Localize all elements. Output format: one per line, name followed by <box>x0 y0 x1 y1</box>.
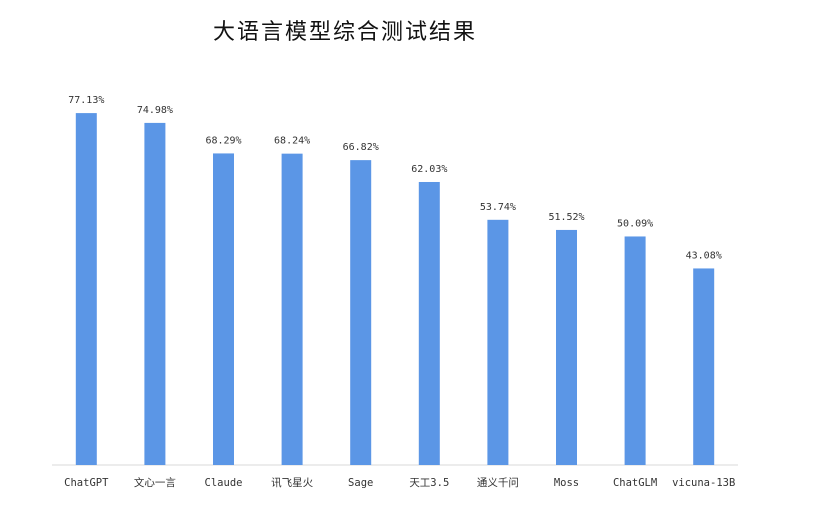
data-label: 53.74% <box>480 202 516 213</box>
data-label: 77.13% <box>68 95 104 106</box>
data-label: 51.52% <box>548 212 584 223</box>
data-label: 74.98% <box>137 105 173 116</box>
data-label: 43.08% <box>686 250 722 261</box>
x-tick-label: 讯飞星火 <box>271 476 313 489</box>
data-label: 68.29% <box>205 135 241 146</box>
x-tick-label: Sage <box>348 477 373 489</box>
x-tick-label: 天工3.5 <box>409 477 449 489</box>
bar <box>213 153 234 465</box>
x-tick-label: ChatGPT <box>64 477 109 489</box>
data-label: 50.09% <box>617 218 653 229</box>
bar <box>75 113 97 466</box>
bar <box>144 122 166 465</box>
x-tick-label: 文心一言 <box>134 476 176 489</box>
bar <box>487 219 509 465</box>
bar <box>281 153 303 465</box>
data-label: 62.03% <box>411 164 447 175</box>
x-tick-label: Moss <box>554 477 579 489</box>
bar <box>693 268 715 465</box>
x-tick-label: ChatGLM <box>613 477 657 489</box>
x-tick-label: vicuna-13B <box>672 477 735 489</box>
bar <box>418 181 440 465</box>
bar <box>556 229 577 465</box>
x-tick-label: 通义千问 <box>477 476 519 489</box>
bar <box>624 236 646 465</box>
x-tick-label: Claude <box>205 477 243 489</box>
bar <box>350 160 372 466</box>
chart-title: 大语言模型综合测试结果 <box>212 20 477 45</box>
data-label: 68.24% <box>274 136 310 147</box>
data-label: 66.82% <box>343 142 379 153</box>
